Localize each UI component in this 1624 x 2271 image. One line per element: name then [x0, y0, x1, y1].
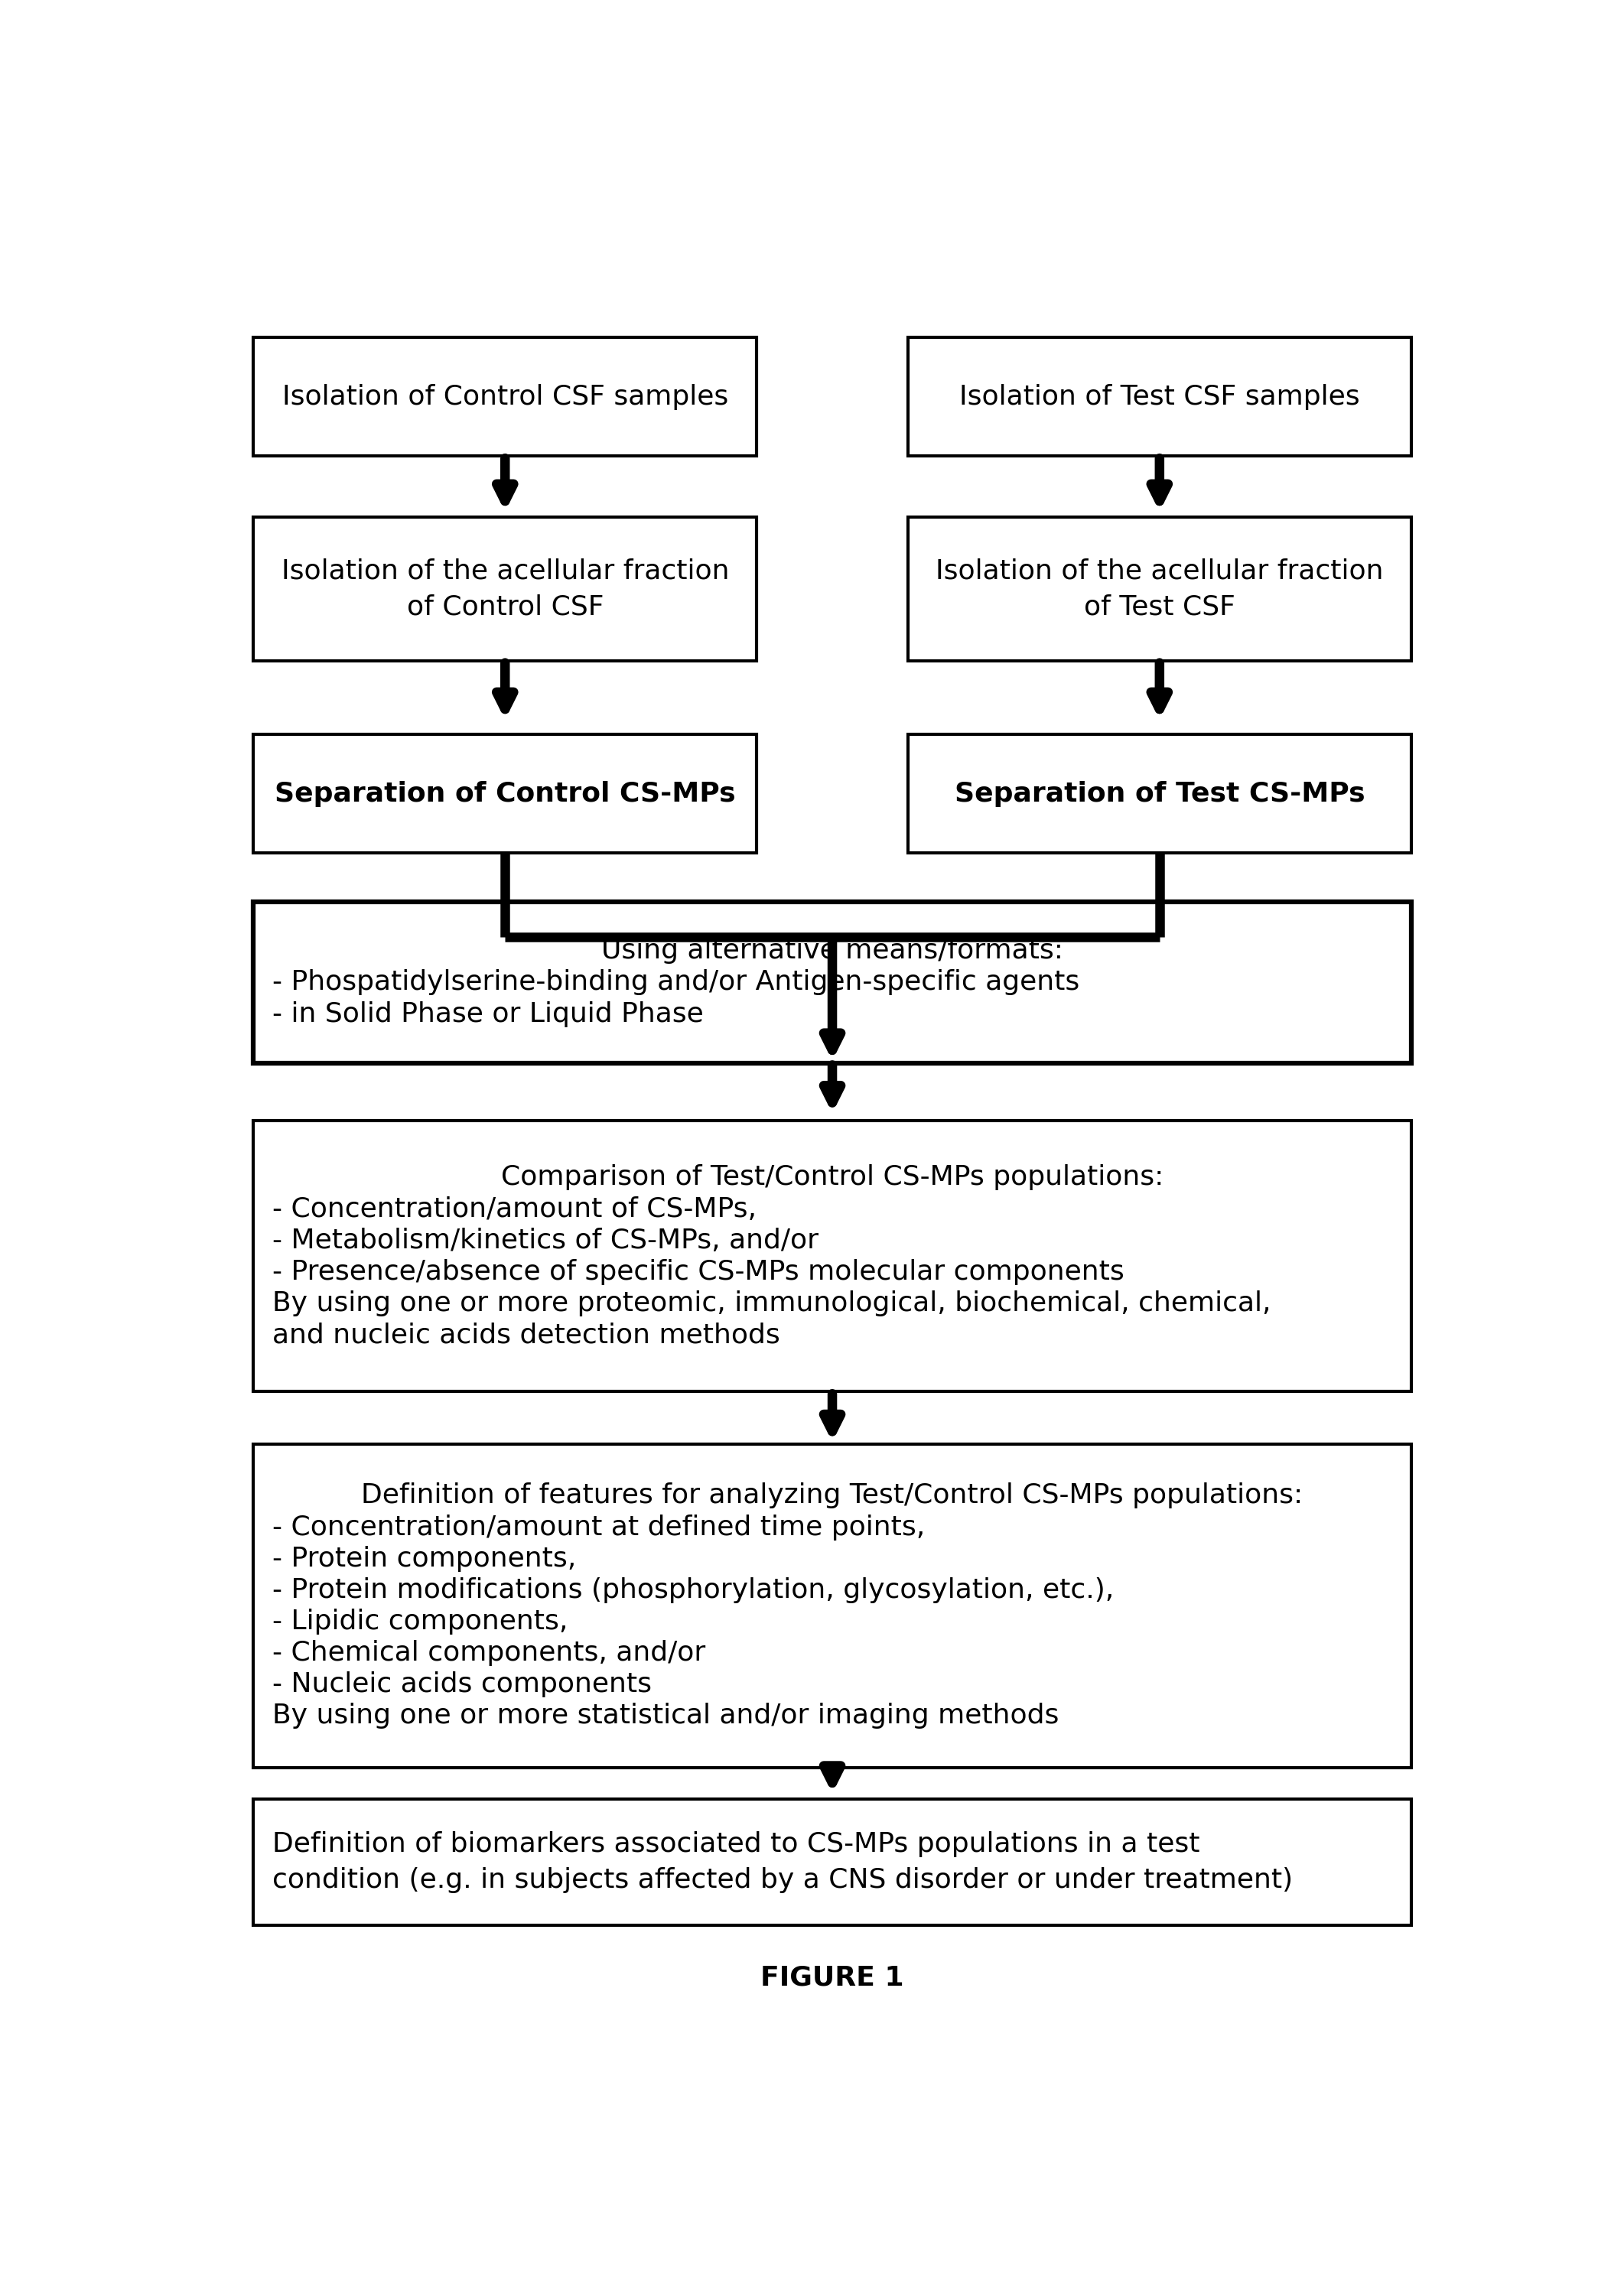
Bar [253, 734, 757, 854]
Text: - Protein modifications (phosphorylation, glycosylation, etc.),: - Protein modifications (phosphorylation… [273, 1576, 1114, 1603]
Text: Comparison of Test/Control CS-MPs populations:: Comparison of Test/Control CS-MPs popula… [500, 1165, 1164, 1190]
Bar [253, 1799, 1411, 1926]
Text: Definition of features for analyzing Test/Control CS-MPs populations:: Definition of features for analyzing Tes… [362, 1483, 1302, 1508]
Text: - Protein components,: - Protein components, [273, 1547, 577, 1572]
Text: - Nucleic acids components: - Nucleic acids components [273, 1671, 651, 1699]
Text: Isolation of Control CSF samples: Isolation of Control CSF samples [283, 384, 728, 409]
Text: - Concentration/amount at defined time points,: - Concentration/amount at defined time p… [273, 1515, 926, 1540]
Bar [253, 1120, 1411, 1392]
Bar [253, 336, 757, 456]
Text: Separation of Control CS-MPs: Separation of Control CS-MPs [274, 781, 736, 806]
Bar [253, 1444, 1411, 1767]
Text: - Concentration/amount of CS-MPs,: - Concentration/amount of CS-MPs, [273, 1197, 757, 1222]
Text: By using one or more statistical and/or imaging methods: By using one or more statistical and/or … [273, 1703, 1059, 1728]
Text: Isolation of the acellular fraction
of Test CSF: Isolation of the acellular fraction of T… [935, 559, 1384, 620]
Text: By using one or more proteomic, immunological, biochemical, chemical,: By using one or more proteomic, immunolo… [273, 1290, 1272, 1317]
Text: Separation of Test CS-MPs: Separation of Test CS-MPs [955, 781, 1364, 806]
Text: Isolation of Test CSF samples: Isolation of Test CSF samples [960, 384, 1359, 409]
Bar [908, 734, 1411, 854]
Text: Isolation of the acellular fraction
of Control CSF: Isolation of the acellular fraction of C… [281, 559, 729, 620]
Text: FIGURE 1: FIGURE 1 [760, 1964, 905, 1989]
Text: - Chemical components, and/or: - Chemical components, and/or [273, 1640, 705, 1667]
Bar [908, 336, 1411, 456]
Text: - Phospatidylserine-binding and/or Antigen-specific agents: - Phospatidylserine-binding and/or Antig… [273, 970, 1080, 995]
Text: - in Solid Phase or Liquid Phase: - in Solid Phase or Liquid Phase [273, 1002, 703, 1026]
Bar [253, 902, 1411, 1063]
Text: - Metabolism/kinetics of CS-MPs, and/or: - Metabolism/kinetics of CS-MPs, and/or [273, 1226, 818, 1254]
Text: and nucleic acids detection methods: and nucleic acids detection methods [273, 1322, 780, 1349]
Text: Definition of biomarkers associated to CS-MPs populations in a test
condition (e: Definition of biomarkers associated to C… [273, 1830, 1293, 1894]
Bar [908, 518, 1411, 661]
Text: Using alternative means/formats:: Using alternative means/formats: [601, 938, 1064, 963]
Text: - Lipidic components,: - Lipidic components, [273, 1608, 568, 1635]
Bar [253, 518, 757, 661]
Text: - Presence/absence of specific CS-MPs molecular components: - Presence/absence of specific CS-MPs mo… [273, 1258, 1124, 1285]
